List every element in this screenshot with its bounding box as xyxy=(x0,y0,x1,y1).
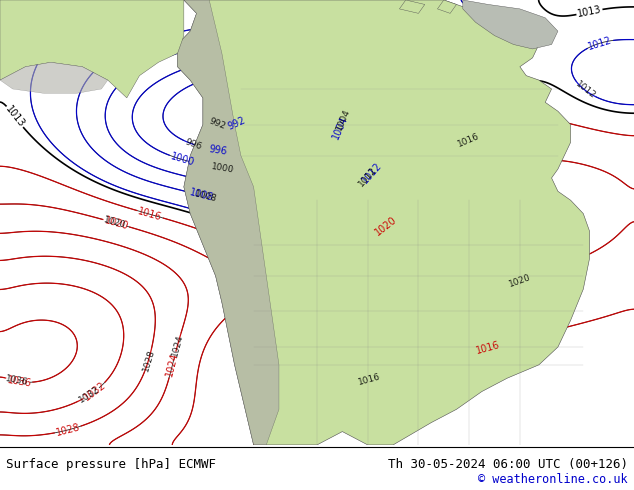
Text: 1016: 1016 xyxy=(475,340,501,356)
Text: 1004: 1004 xyxy=(335,107,352,132)
Polygon shape xyxy=(0,0,184,98)
Text: Surface pressure [hPa] ECMWF: Surface pressure [hPa] ECMWF xyxy=(6,458,216,470)
Text: 1012: 1012 xyxy=(587,35,613,51)
Polygon shape xyxy=(0,62,108,94)
Text: 996: 996 xyxy=(209,144,228,157)
Text: 1032: 1032 xyxy=(82,380,108,403)
Text: 1016: 1016 xyxy=(358,372,382,387)
Polygon shape xyxy=(178,0,590,445)
Text: 1036: 1036 xyxy=(5,374,29,388)
Polygon shape xyxy=(437,0,456,13)
Text: 1012: 1012 xyxy=(573,80,597,101)
Text: 1020: 1020 xyxy=(102,215,127,230)
Text: 996: 996 xyxy=(183,137,203,151)
Text: 1028: 1028 xyxy=(55,422,81,438)
Text: 1004: 1004 xyxy=(330,115,349,141)
Text: 1032: 1032 xyxy=(77,385,101,405)
Text: 1020: 1020 xyxy=(103,215,129,231)
Text: 1028: 1028 xyxy=(141,348,156,372)
Text: 1020: 1020 xyxy=(507,273,532,289)
Text: 1012: 1012 xyxy=(356,166,378,189)
Text: 1016: 1016 xyxy=(137,206,163,222)
Polygon shape xyxy=(463,0,558,49)
Polygon shape xyxy=(178,0,279,445)
Text: 992: 992 xyxy=(208,116,227,131)
Text: 1012: 1012 xyxy=(359,160,384,185)
Text: 1020: 1020 xyxy=(373,215,399,238)
Text: 1000: 1000 xyxy=(210,162,235,175)
Text: 1016: 1016 xyxy=(456,132,481,149)
Text: 1000: 1000 xyxy=(169,151,195,168)
Text: 992: 992 xyxy=(226,115,247,132)
Text: Th 30-05-2024 06:00 UTC (00+126): Th 30-05-2024 06:00 UTC (00+126) xyxy=(387,458,628,470)
Text: 1013: 1013 xyxy=(3,104,27,129)
Text: 1013: 1013 xyxy=(576,4,602,19)
Polygon shape xyxy=(399,0,425,13)
Text: 1024: 1024 xyxy=(165,351,181,378)
Text: 1008: 1008 xyxy=(193,189,217,204)
Text: 1008: 1008 xyxy=(188,188,214,203)
Text: © weatheronline.co.uk: © weatheronline.co.uk xyxy=(478,473,628,487)
Text: 1036: 1036 xyxy=(6,375,32,388)
Text: 1024: 1024 xyxy=(170,333,185,357)
